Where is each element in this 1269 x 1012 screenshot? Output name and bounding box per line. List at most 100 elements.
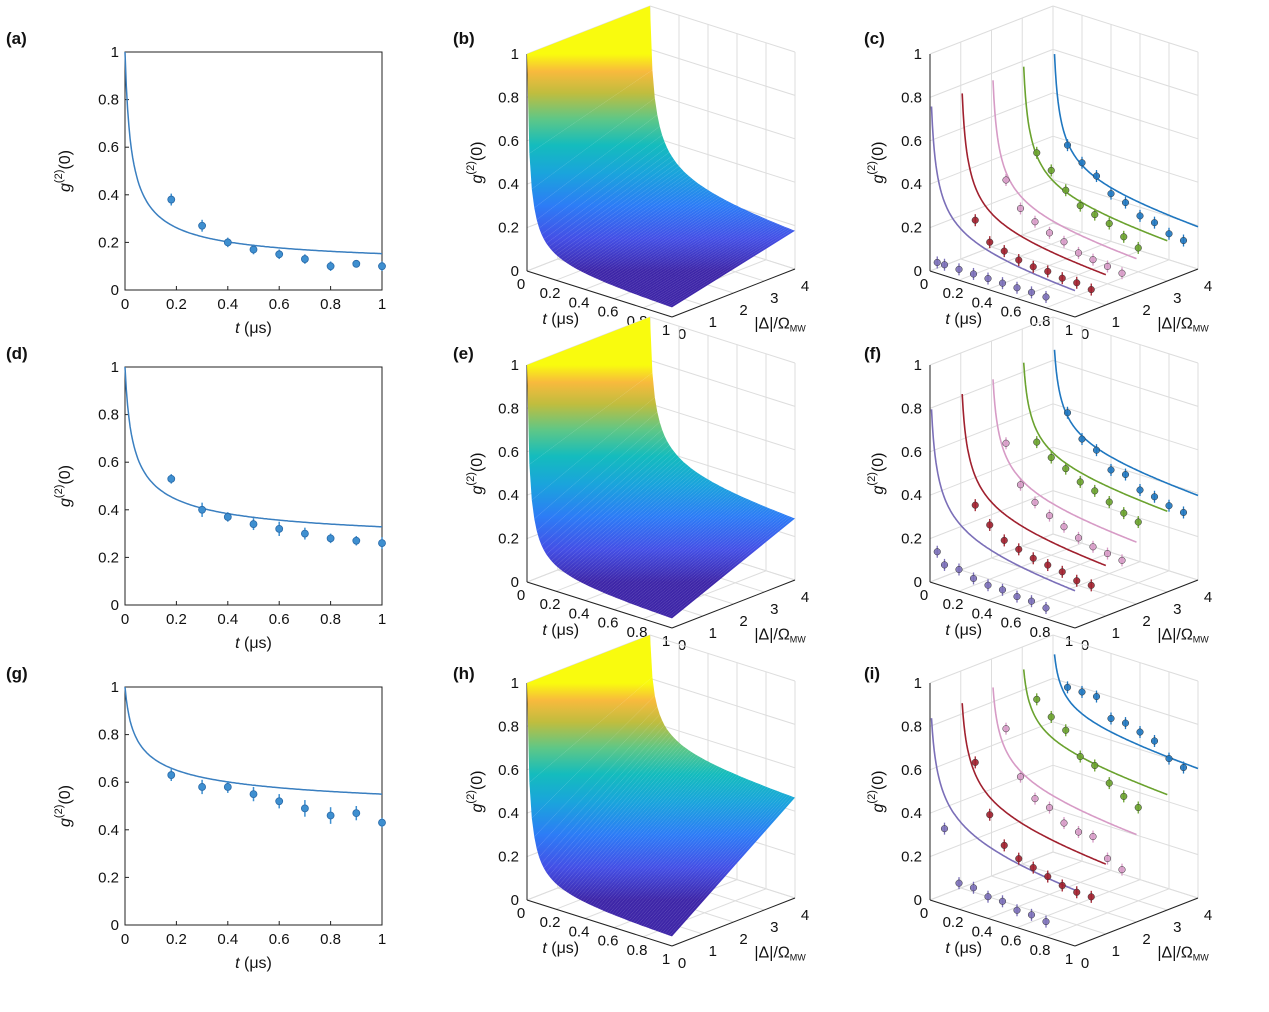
y-tick-label: 0.6 xyxy=(98,454,119,471)
surface-strip xyxy=(643,219,769,298)
surface-strip xyxy=(575,183,701,270)
grid-line xyxy=(929,92,1054,142)
surface-strip xyxy=(531,98,658,208)
surface-strip xyxy=(667,228,793,307)
surface-strip xyxy=(616,207,742,288)
data-point xyxy=(1042,918,1050,926)
grid-line xyxy=(929,634,1054,684)
series-2 xyxy=(961,93,1107,296)
fit-curve xyxy=(1053,654,1199,770)
data-point xyxy=(1107,714,1115,723)
z-tick-label: 0.2 xyxy=(901,531,922,548)
fit-curve xyxy=(124,51,382,255)
data-point xyxy=(1179,236,1188,245)
z-tick-label: 0 xyxy=(511,574,519,591)
z-tick-label: 0.8 xyxy=(901,718,922,735)
t-tick-label: 0.6 xyxy=(598,304,619,321)
t-tick-label: 0 xyxy=(920,905,928,922)
data-point xyxy=(1013,284,1021,292)
data-point xyxy=(1002,176,1010,184)
z-tick-label: 0 xyxy=(511,263,519,280)
grid-line xyxy=(649,721,796,769)
y-tick-label: 0.4 xyxy=(98,187,119,204)
surface-strip xyxy=(587,480,713,587)
surface-strip xyxy=(635,783,762,925)
delta-tick-label: 0 xyxy=(1081,955,1089,972)
surface-strip xyxy=(601,199,728,283)
t-tick-label: 0.2 xyxy=(540,914,561,931)
data-point xyxy=(249,245,258,254)
surface-strip xyxy=(626,780,752,921)
grid-line xyxy=(649,48,796,96)
surface-strip xyxy=(655,791,781,932)
x-tick-label: 0.4 xyxy=(217,611,238,628)
z-tick-label: 0.6 xyxy=(498,444,519,461)
data-point xyxy=(1060,238,1068,246)
data-point xyxy=(1103,855,1112,863)
surface-strip xyxy=(638,784,764,926)
data-point xyxy=(1087,581,1095,589)
data-point xyxy=(998,586,1007,594)
data-point xyxy=(1013,593,1021,601)
t-tick-label: 0.2 xyxy=(943,285,964,302)
surface-strip xyxy=(645,508,771,610)
surface-strip xyxy=(580,476,706,584)
y-tick-label: 0 xyxy=(111,917,119,934)
grid-line xyxy=(1052,48,1199,96)
t-tick-label: 0.8 xyxy=(1030,313,1051,330)
surface-strip xyxy=(614,494,740,598)
delta-axis xyxy=(1074,268,1199,318)
delta-tick-label: 3 xyxy=(1173,290,1181,307)
z-tick-label: 0 xyxy=(914,263,922,280)
y-axis-label: g(2)(0) xyxy=(53,465,74,507)
grid-line xyxy=(929,5,1054,55)
data-point xyxy=(1033,438,1041,446)
surface-strip xyxy=(621,209,747,290)
data-point xyxy=(1042,293,1050,301)
surface-strip xyxy=(638,216,764,297)
z-tick-label: 0.2 xyxy=(901,849,922,866)
data-point xyxy=(1165,755,1173,763)
t-tick-label: 0 xyxy=(517,905,525,922)
delta-tick-label: 3 xyxy=(770,290,778,307)
surface-strip xyxy=(630,781,757,923)
surface-strip xyxy=(645,220,771,299)
data-point xyxy=(1073,279,1081,287)
surface-strip xyxy=(548,156,675,250)
surface-strip xyxy=(630,501,757,605)
surface-strip xyxy=(662,794,788,934)
data-point xyxy=(1013,906,1021,914)
delta-tick-label: 2 xyxy=(739,613,747,630)
surface-strip xyxy=(565,466,692,575)
surface-strip xyxy=(580,186,706,273)
grid-line xyxy=(1052,135,1199,183)
surface-strip xyxy=(577,475,704,582)
t-tick-label: 0.4 xyxy=(972,605,993,622)
surface-strip xyxy=(546,152,672,247)
surface-strip xyxy=(643,507,769,609)
data-point xyxy=(1179,763,1188,772)
surface-strip xyxy=(553,454,679,566)
data-point xyxy=(1103,262,1112,270)
data-point xyxy=(1063,683,1072,691)
data-point xyxy=(223,783,232,791)
y-tick-label: 0.2 xyxy=(98,234,119,251)
grid-line xyxy=(1052,5,1199,53)
delta-tick-label: 1 xyxy=(709,943,717,960)
surface-strip xyxy=(568,468,694,577)
surface-strip xyxy=(597,197,723,280)
series-5 xyxy=(1053,349,1199,519)
data-point xyxy=(1000,247,1008,255)
delta-tick-label: 1 xyxy=(1112,625,1120,642)
surface-strip xyxy=(551,451,677,564)
data-point xyxy=(1044,267,1052,275)
data-point xyxy=(1060,523,1068,531)
data-point xyxy=(969,574,978,582)
data-point xyxy=(986,811,994,819)
y-tick-label: 0.4 xyxy=(98,502,119,519)
surface-strip xyxy=(594,195,721,279)
surface-strip xyxy=(599,487,725,592)
grid-line xyxy=(1052,634,1199,682)
z-tick-label: 0.8 xyxy=(901,400,922,417)
grid-line xyxy=(929,808,1054,858)
